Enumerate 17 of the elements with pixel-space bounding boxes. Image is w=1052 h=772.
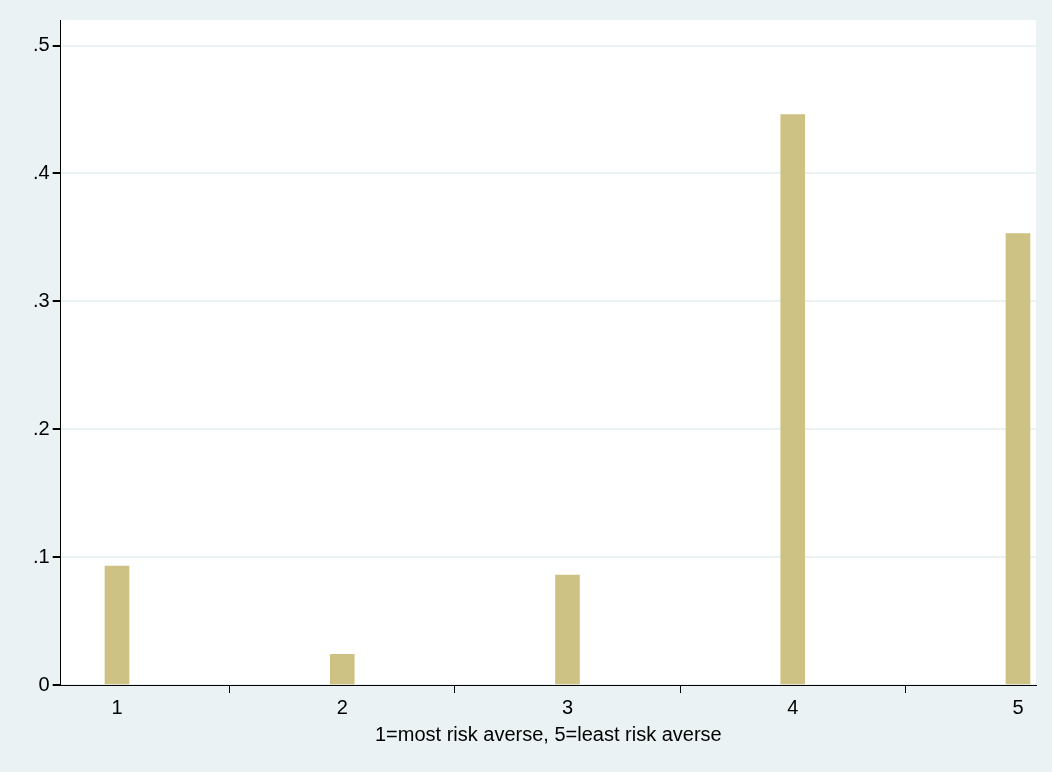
bar [1005,233,1031,685]
bar [780,114,806,685]
x-tick-label: 3 [561,695,574,718]
x-tick-label: 2 [336,695,348,718]
x-tick-label: 5 [1012,695,1024,718]
y-tick-label: .1 [32,544,50,567]
x-tick-label: 4 [787,695,799,718]
x-axis-title: 1=most risk averse, 5=least risk averse [374,722,722,745]
y-tick-label: .2 [32,416,50,439]
x-tick-label: 1 [111,695,123,718]
y-tick-label: .5 [32,33,50,56]
y-tick-label: .3 [32,288,50,311]
y-tick-label: .4 [32,160,50,183]
bar [555,574,580,685]
bar [104,565,130,685]
bar [329,653,355,685]
y-tick-label: 0 [38,672,50,695]
